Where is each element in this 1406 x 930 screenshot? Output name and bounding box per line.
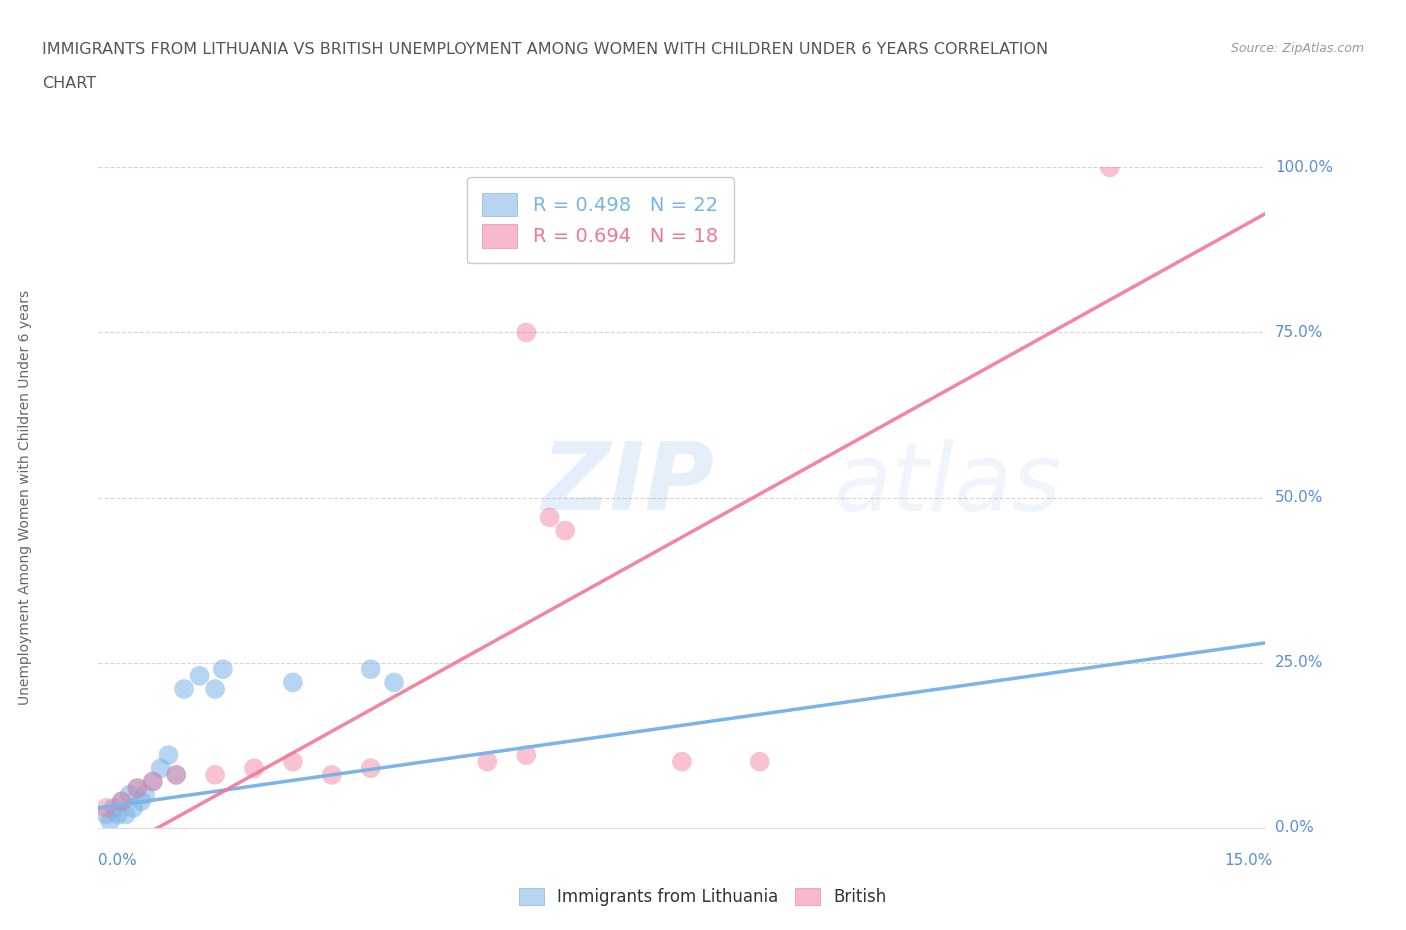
Point <box>127 780 149 795</box>
Text: CHART: CHART <box>42 76 96 91</box>
Text: 75.0%: 75.0% <box>1275 325 1323 340</box>
Text: 100.0%: 100.0% <box>1275 160 1333 175</box>
Point <box>173 682 195 697</box>
Point <box>165 767 187 782</box>
Text: Source: ZipAtlas.com: Source: ZipAtlas.com <box>1230 42 1364 55</box>
Point <box>149 761 172 776</box>
Point <box>748 754 770 769</box>
Text: Unemployment Among Women with Children Under 6 years: Unemployment Among Women with Children U… <box>18 290 32 705</box>
Point <box>134 787 156 802</box>
Text: 15.0%: 15.0% <box>1225 853 1272 868</box>
Point <box>382 675 405 690</box>
Point <box>157 748 180 763</box>
Point <box>114 807 136 822</box>
Point <box>671 754 693 769</box>
Point <box>204 767 226 782</box>
Point <box>188 669 211 684</box>
Point <box>360 761 382 776</box>
Point <box>127 780 149 795</box>
Point <box>281 754 304 769</box>
Text: 0.0%: 0.0% <box>98 853 138 868</box>
Point <box>515 748 537 763</box>
Point <box>111 794 134 809</box>
Point <box>243 761 266 776</box>
Point <box>212 662 235 677</box>
Text: 25.0%: 25.0% <box>1275 655 1323 671</box>
Point <box>96 801 118 816</box>
Point <box>165 767 187 782</box>
Text: IMMIGRANTS FROM LITHUANIA VS BRITISH UNEMPLOYMENT AMONG WOMEN WITH CHILDREN UNDE: IMMIGRANTS FROM LITHUANIA VS BRITISH UNE… <box>42 42 1049 57</box>
Point <box>204 682 226 697</box>
Point <box>122 801 145 816</box>
Point <box>281 675 304 690</box>
Legend: Immigrants from Lithuania, British: Immigrants from Lithuania, British <box>512 881 894 912</box>
Point <box>1098 160 1121 175</box>
Point <box>554 523 576 538</box>
Point <box>142 774 165 789</box>
Text: ZIP: ZIP <box>541 438 714 530</box>
Point <box>142 774 165 789</box>
Point <box>98 814 121 829</box>
Point <box>538 510 561 525</box>
Point <box>129 794 152 809</box>
Point <box>477 754 499 769</box>
Point <box>321 767 343 782</box>
Text: 0.0%: 0.0% <box>1275 820 1315 835</box>
Point <box>103 801 125 816</box>
Point <box>118 787 141 802</box>
Point <box>107 807 129 822</box>
Text: 50.0%: 50.0% <box>1275 490 1323 505</box>
Point <box>96 807 118 822</box>
Point <box>515 326 537 340</box>
Text: atlas: atlas <box>834 439 1062 530</box>
Legend: R = 0.498   N = 22, R = 0.694   N = 18: R = 0.498 N = 22, R = 0.694 N = 18 <box>467 177 734 263</box>
Point <box>111 794 134 809</box>
Point <box>360 662 382 677</box>
